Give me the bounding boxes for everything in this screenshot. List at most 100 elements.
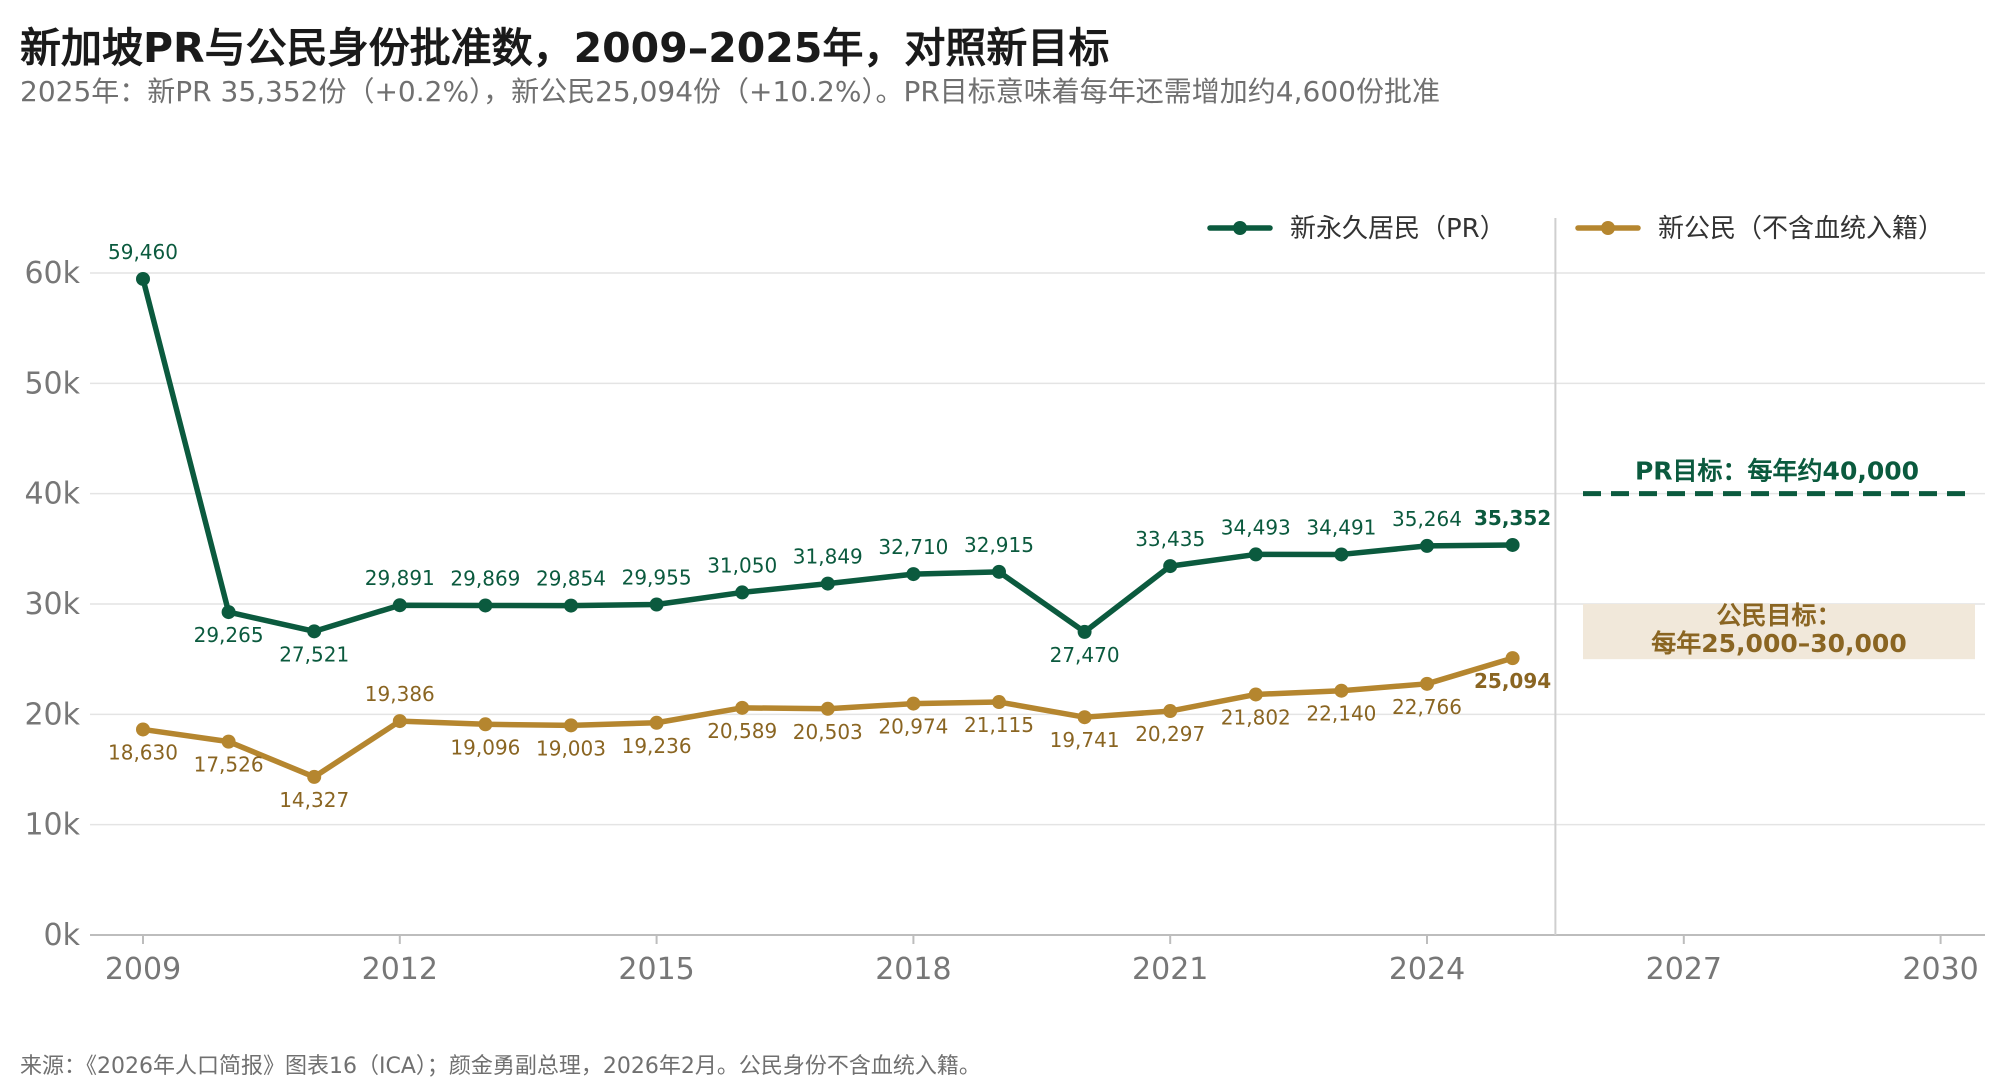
legend-item-pr-label: 新永久居民（PR）: [1290, 214, 1506, 244]
y-tick-label: 10k: [24, 808, 80, 843]
citizen-data-point: [906, 696, 921, 711]
pr-data-point: [1420, 538, 1434, 553]
legend-item-citizen-marker: [1601, 221, 1615, 235]
pr-data-label: 35,352: [1474, 506, 1551, 530]
citizen-data-label: 19,386: [365, 682, 435, 706]
citizen-data-label: 17,526: [194, 753, 264, 777]
legend: 新永久居民（PR） 新公民（不含血统入籍）: [1207, 214, 1944, 244]
series-lines: [136, 271, 1520, 784]
citizen-data-label: 20,589: [707, 719, 777, 743]
citizen-data-label: 20,297: [1135, 722, 1205, 746]
pr-data-point: [564, 598, 578, 613]
citizen-data-point: [1077, 710, 1092, 725]
pr-data-label: 29,854: [536, 567, 606, 591]
legend-item-citizen-label: 新公民（不含血统入籍）: [1658, 214, 1944, 244]
citizen-data-label: 19,236: [622, 734, 692, 758]
citizen-data-point: [221, 734, 236, 749]
citizen-data-label: 14,327: [279, 788, 349, 812]
citizen-data-point: [1248, 687, 1263, 702]
citizen-target-label: 每年25,000–30,000: [1651, 629, 1906, 658]
pr-data-label: 29,265: [194, 623, 264, 647]
chart-subtitle: 2025年：新PR 35,352份（+0.2%），新公民25,094份（+10.…: [20, 75, 1440, 108]
pr-data-point: [820, 576, 835, 591]
chart-title: 新加坡PR与公民身份批准数，2009–2025年，对照新目标: [20, 24, 1110, 72]
citizen-target-label: 公民目标：: [1716, 601, 1841, 630]
citizen-data-label: 21,802: [1221, 705, 1291, 729]
pr-data-point: [392, 598, 407, 613]
citizen-target-band: [1583, 604, 1975, 660]
y-tick-label: 0k: [44, 918, 81, 953]
pr-data-point: [1334, 547, 1349, 562]
citizen-data-label: 22,766: [1392, 695, 1462, 719]
citizen-data-label: 25,094: [1474, 669, 1551, 693]
citizen-data-label: 20,503: [793, 720, 863, 744]
x-tick-label: 2018: [875, 952, 951, 987]
pr-data-label: 27,470: [1050, 643, 1120, 667]
pr-data-point: [478, 598, 493, 613]
pr-data-point: [735, 585, 750, 600]
pr-data-label: 29,891: [365, 566, 435, 590]
x-tick-label: 2024: [1389, 952, 1465, 987]
pr-data-point: [649, 597, 664, 612]
citizen-data-point: [1420, 676, 1434, 691]
citizen-data-point: [1163, 704, 1178, 719]
y-tick-label: 40k: [24, 477, 80, 512]
y-tick-label: 30k: [24, 587, 80, 622]
pr-data-label: 32,710: [878, 535, 948, 559]
citizen-data-point: [992, 695, 1006, 710]
citizen-data-label: 22,140: [1306, 702, 1376, 726]
x-tick-label: 2012: [362, 952, 438, 987]
citizen-data-label: 20,974: [878, 715, 948, 739]
citizen-data-point: [136, 722, 150, 737]
pr-data-label: 32,915: [964, 533, 1034, 557]
pr-data-label: 34,491: [1306, 515, 1376, 539]
citizen-data-point: [1505, 651, 1520, 666]
citizen-data-label: 19,096: [450, 735, 520, 759]
pr-data-label: 35,264: [1392, 507, 1462, 531]
citizen-data-point: [735, 700, 750, 715]
y-tick-label: 50k: [24, 366, 80, 401]
pr-data-point: [136, 271, 150, 286]
data-labels: 59,460 29,265 27,521 29,891 29,869 29,854 29,9…: [108, 240, 1551, 812]
pr-data-label: 31,849: [793, 545, 863, 569]
pr-data-label: 29,955: [622, 565, 692, 589]
pr-target-label: PR目标：每年约40,000: [1635, 457, 1919, 486]
pr-data-label: 27,521: [279, 642, 349, 666]
x-tick-label: 2015: [618, 952, 694, 987]
pr-data-point: [1248, 547, 1263, 562]
pr-data-label: 31,050: [707, 553, 777, 577]
citizen-data-label: 18,630: [108, 740, 178, 764]
pr-data-label: 59,460: [108, 240, 178, 264]
x-tick-label: 2027: [1646, 952, 1722, 987]
pr-data-point: [221, 605, 236, 620]
x-tick-label: 2009: [105, 952, 181, 987]
citizen-data-point: [478, 717, 493, 732]
pr-data-label: 29,869: [450, 566, 520, 590]
pr-data-point: [1505, 537, 1520, 552]
axes: 0k 10k 20k 30k 40k 50k 60k 2009 2012 2015 2018 2021…: [24, 218, 1979, 987]
x-tick-label: 2030: [1902, 952, 1978, 987]
citizen-data-point: [564, 718, 578, 733]
citizen-data-label: 19,741: [1050, 728, 1120, 752]
source-note: 来源：《2026年人口简报》图表16（ICA）；颜金勇副总理，2026年2月。公…: [20, 1054, 981, 1079]
target-overlay: 公民目标：每年25,000–30,000 PR目标：每年约40,000: [1583, 457, 1975, 660]
citizen-data-point: [649, 715, 664, 730]
pr-data-point: [992, 564, 1006, 579]
citizen-data-label: 21,115: [964, 713, 1034, 737]
pr-data-point: [906, 567, 921, 582]
citizen-data-point: [1334, 683, 1349, 698]
pr-data-point: [1077, 624, 1092, 639]
citizen-data-point: [820, 701, 835, 716]
x-tick-label: 2021: [1132, 952, 1208, 987]
y-tick-label: 60k: [24, 256, 80, 291]
citizen-data-label: 19,003: [536, 736, 606, 760]
legend-item-pr-marker: [1233, 221, 1247, 235]
pr-data-point: [1163, 559, 1178, 574]
pr-data-point: [307, 624, 322, 639]
y-tick-label: 20k: [24, 697, 80, 732]
pr-data-label: 33,435: [1135, 527, 1205, 551]
citizen-data-point: [392, 714, 407, 729]
citizen-data-point: [307, 769, 322, 784]
pr-data-label: 34,493: [1221, 515, 1291, 539]
